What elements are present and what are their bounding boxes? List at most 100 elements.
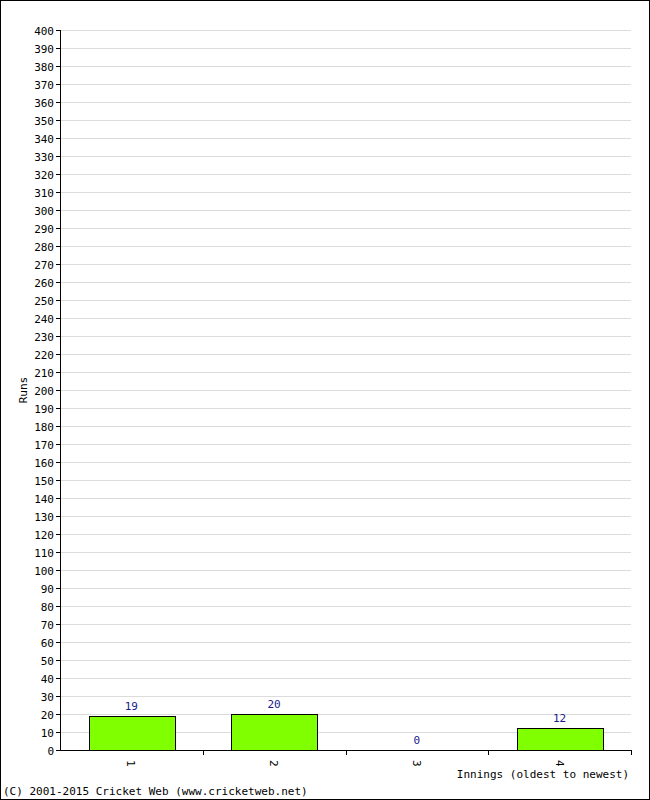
y-tick [56, 102, 60, 103]
y-tick [56, 408, 60, 409]
grid-line [60, 534, 631, 535]
grid-line [60, 336, 631, 337]
grid-line [60, 390, 631, 391]
y-tick [56, 624, 60, 625]
y-tick [56, 156, 60, 157]
y-tick-label: 280 [34, 241, 54, 254]
x-tick [488, 750, 489, 755]
y-tick [56, 210, 60, 211]
grid-line [60, 426, 631, 427]
y-tick-label: 350 [34, 115, 54, 128]
grid-line [60, 552, 631, 553]
y-tick [56, 228, 60, 229]
grid-line [60, 48, 631, 49]
y-tick [56, 462, 60, 463]
y-tick [56, 732, 60, 733]
y-tick-label: 160 [34, 457, 54, 470]
y-tick-label: 320 [34, 169, 54, 182]
grid-line [60, 102, 631, 103]
y-tick-label: 190 [34, 403, 54, 416]
y-tick-label: 0 [47, 745, 54, 758]
y-tick-label: 40 [41, 673, 54, 686]
grid-line [60, 318, 631, 319]
y-tick [56, 606, 60, 607]
y-tick [56, 660, 60, 661]
y-tick-label: 120 [34, 529, 54, 542]
grid-line [60, 246, 631, 247]
y-tick [56, 66, 60, 67]
grid-line [60, 570, 631, 571]
y-tick-label: 270 [34, 259, 54, 272]
y-tick-label: 340 [34, 133, 54, 146]
grid-line [60, 174, 631, 175]
data-label: 12 [553, 712, 566, 725]
y-tick-label: 50 [41, 655, 54, 668]
grid-line [60, 282, 631, 283]
y-tick-label: 170 [34, 439, 54, 452]
y-tick [56, 192, 60, 193]
bar [232, 715, 318, 751]
y-tick [56, 570, 60, 571]
grid-line [60, 660, 631, 661]
y-tick [56, 246, 60, 247]
annotation: (C) 2001-2015 Cricket Web (www.cricketwe… [3, 785, 308, 798]
grid-line [60, 678, 631, 679]
y-tick-label: 400 [34, 25, 54, 38]
grid-line [60, 588, 631, 589]
grid-line [60, 120, 631, 121]
y-tick-label: 140 [34, 493, 54, 506]
y-axis-label: Runs [17, 377, 30, 404]
y-tick-label: 220 [34, 349, 54, 362]
y-tick-label: 210 [34, 367, 54, 380]
y-tick [56, 336, 60, 337]
y-tick [56, 750, 60, 751]
y-tick-label: 370 [34, 79, 54, 92]
grid-line [60, 624, 631, 625]
y-tick-label: 100 [34, 565, 54, 578]
y-tick-label: 110 [34, 547, 54, 560]
y-tick-label: 300 [34, 205, 54, 218]
grid-line [60, 138, 631, 139]
grid-line [60, 750, 631, 751]
y-tick-label: 30 [41, 691, 54, 704]
y-tick-label: 60 [41, 637, 54, 650]
y-tick-label: 390 [34, 43, 54, 56]
x-tick [631, 750, 632, 755]
y-tick-label: 200 [34, 385, 54, 398]
y-tick-label: 360 [34, 97, 54, 110]
y-axis [60, 30, 61, 750]
x-tick-label: 2 [267, 760, 280, 767]
y-tick [56, 552, 60, 553]
grid-line [60, 606, 631, 607]
grid-line [60, 192, 631, 193]
grid-line [60, 714, 631, 715]
y-tick-label: 130 [34, 511, 54, 524]
x-tick-label: 3 [410, 760, 423, 767]
grid-line [60, 156, 631, 157]
chart: 0102030405060708090100110120130140150160… [0, 0, 650, 800]
grid-line [60, 30, 631, 31]
y-tick [56, 282, 60, 283]
y-tick [56, 426, 60, 427]
y-tick [56, 714, 60, 715]
y-tick-label: 180 [34, 421, 54, 434]
grid-line [60, 210, 631, 211]
grid-line [60, 642, 631, 643]
y-tick-label: 20 [41, 709, 54, 722]
y-tick [56, 444, 60, 445]
y-tick [56, 372, 60, 373]
y-tick [56, 174, 60, 175]
y-tick-label: 330 [34, 151, 54, 164]
y-tick [56, 84, 60, 85]
x-tick-label: 4 [553, 760, 566, 767]
grid-line [60, 516, 631, 517]
y-tick [56, 696, 60, 697]
data-label: 19 [125, 700, 138, 713]
data-label: 20 [268, 698, 281, 711]
y-tick-label: 80 [41, 601, 54, 614]
y-tick [56, 516, 60, 517]
grid-line [60, 66, 631, 67]
y-tick-label: 10 [41, 727, 54, 740]
y-tick [56, 480, 60, 481]
y-tick-label: 90 [41, 583, 54, 596]
